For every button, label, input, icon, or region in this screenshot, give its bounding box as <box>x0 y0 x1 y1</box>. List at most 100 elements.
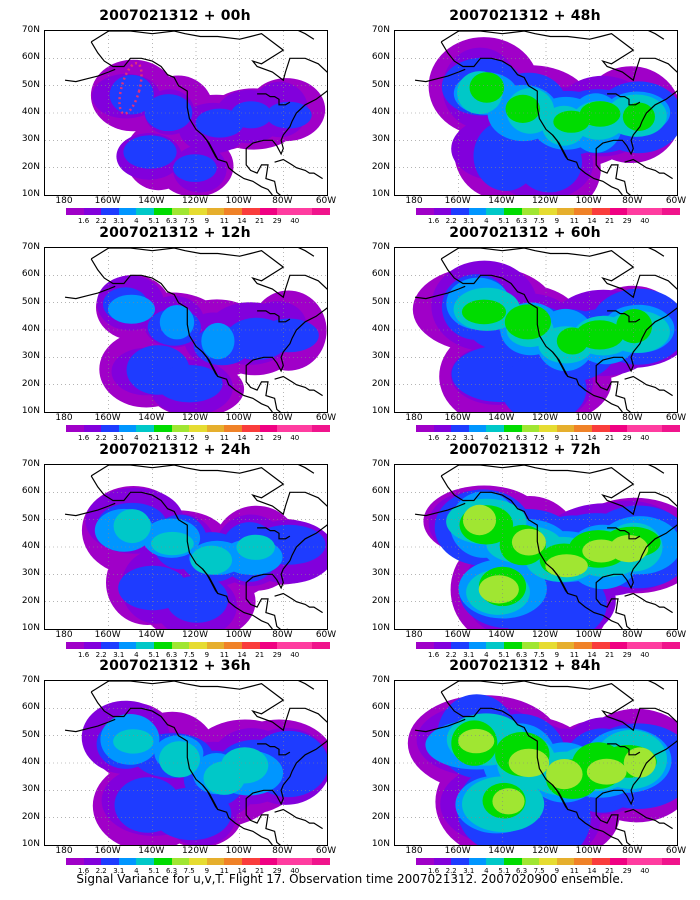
colorbar-swatch <box>83 425 102 432</box>
variance-contour <box>575 320 624 350</box>
variance-contour <box>258 318 319 353</box>
colorbar-label: 11 <box>569 217 579 225</box>
colorbar-swatch <box>503 208 522 215</box>
colorbar-label: 1.6 <box>78 217 90 225</box>
colorbar-label: 14 <box>587 867 597 875</box>
colorbar-swatch <box>294 208 313 215</box>
colorbar-swatch <box>66 425 84 432</box>
colorbar-label: 3.1 <box>463 867 475 875</box>
colorbar-label: 9 <box>554 651 560 659</box>
colorbar-label: 21 <box>605 217 615 225</box>
colorbar-swatch <box>241 642 260 649</box>
latitude-tick-label: 50N <box>371 296 390 307</box>
colorbar-swatch <box>662 208 680 215</box>
colorbar-swatch <box>433 208 452 215</box>
latitude-tick-label: 10N <box>21 189 40 199</box>
forecast-map-panel: 2007021312 + 72h 70N 60N 50N 40N 30N 20N 10N 180… <box>360 442 690 659</box>
colorbar-label: 40 <box>290 217 300 225</box>
coastline <box>440 258 623 412</box>
variance-contour <box>586 758 627 785</box>
colorbar-label: 9 <box>204 867 210 875</box>
colorbar-label: 9 <box>204 217 210 225</box>
colorbar-swatch <box>609 425 628 432</box>
forecast-map-panel: 2007021312 + 12h 70N 60N 50N 40N 30N 20N 10N 180… <box>10 225 340 442</box>
colorbar-swatch <box>416 208 434 215</box>
colorbar-swatch <box>609 642 628 649</box>
colorbar-swatch <box>451 858 469 865</box>
longitude-tick-label: 80W <box>272 630 293 640</box>
colorbar-label: 11 <box>569 867 579 875</box>
colorbar-swatch <box>294 425 313 432</box>
variance-contour <box>123 135 177 169</box>
coastline <box>298 248 315 257</box>
colorbar <box>416 642 680 649</box>
longitude-tick-label: 120W <box>181 413 209 423</box>
coastline <box>64 285 116 300</box>
variance-contour <box>508 748 550 778</box>
latitude-tick-label: 40N <box>371 324 390 334</box>
colorbar-label: 6.3 <box>166 217 178 225</box>
coastline <box>274 375 323 397</box>
colorbar-swatch <box>101 425 119 432</box>
coastline <box>90 681 327 845</box>
variance-map <box>395 681 677 845</box>
latitude-tick-label: 40N <box>371 107 390 117</box>
variance-contour <box>159 741 200 778</box>
variance-contour <box>113 729 154 754</box>
colorbar-label: 3.1 <box>113 651 125 659</box>
longitude-tick-label: 100W <box>225 846 252 856</box>
colorbar-label: 29 <box>622 867 632 875</box>
colorbar-swatch <box>503 425 522 432</box>
colorbar-label: 11 <box>219 434 229 442</box>
colorbar-label: 6.3 <box>166 867 178 875</box>
variance-contour <box>622 102 655 131</box>
longitude-tick-label: 140W <box>488 196 515 206</box>
longitude-tick-label: 60W <box>315 846 337 856</box>
colorbar-swatch <box>521 425 540 432</box>
colorbar-swatch <box>153 425 172 432</box>
longitude-tick-label: 140W <box>138 413 165 423</box>
colorbar-swatch <box>189 208 207 215</box>
latitude-tick-label: 70N <box>371 675 390 685</box>
coastline <box>90 248 327 412</box>
colorbar-swatch <box>468 642 487 649</box>
latitude-tick-label: 70N <box>21 242 40 252</box>
colorbar-label: 3.1 <box>113 217 125 225</box>
variance-contour <box>505 94 541 123</box>
colorbar-label: 4 <box>484 434 489 442</box>
variance-contour <box>546 759 583 790</box>
variance-contour <box>201 322 235 360</box>
colorbar-swatch <box>171 858 190 865</box>
colorbar-label: 21 <box>255 867 265 875</box>
colorbar-label: 29 <box>622 434 632 442</box>
colorbar-swatch <box>574 858 592 865</box>
colorbar-swatch <box>312 425 330 432</box>
longitude-tick-label: 140W <box>488 630 515 640</box>
colorbar-label: 2.2 <box>445 217 457 225</box>
colorbar-label: 1.6 <box>78 651 90 659</box>
colorbar-swatch <box>312 208 330 215</box>
colorbar-swatch <box>136 208 154 215</box>
colorbar-swatch <box>627 858 645 865</box>
longitude-tick-label: 140W <box>138 846 165 856</box>
forecast-map-panel: 2007021312 + 84h 70N 60N 50N 40N 30N 20N 10N 180… <box>360 658 690 875</box>
coastline <box>440 31 677 195</box>
colorbar-label: 11 <box>219 217 229 225</box>
colorbar <box>416 208 680 215</box>
coastline <box>648 681 665 690</box>
longitude-tick-label: 120W <box>181 846 209 856</box>
colorbar-label: 9 <box>204 651 210 659</box>
coastline <box>257 743 291 756</box>
variance-contour <box>545 554 588 578</box>
colorbar <box>66 642 330 649</box>
latitude-tick-label: 10N <box>21 839 40 849</box>
longitude-tick-label: 100W <box>225 196 252 206</box>
variance-contour <box>492 788 525 815</box>
colorbar-label: 2.2 <box>95 434 107 442</box>
colorbar-label: 11 <box>569 651 579 659</box>
colorbar-swatch <box>451 642 469 649</box>
longitude-tick-label: 140W <box>488 413 515 423</box>
map-plot-area <box>394 680 678 846</box>
latitude-tick-label: 30N <box>371 568 390 579</box>
variance-contour <box>579 101 621 127</box>
